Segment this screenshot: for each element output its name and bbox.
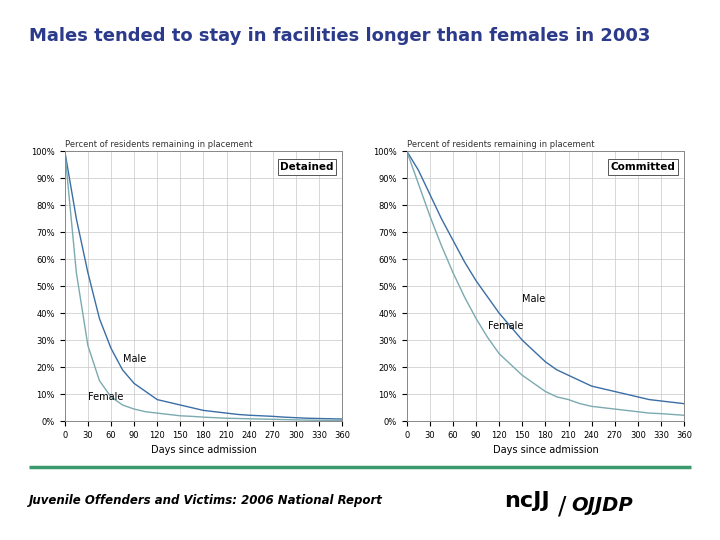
Text: Percent of residents remaining in placement: Percent of residents remaining in placem…: [407, 140, 594, 149]
X-axis label: Days since admission: Days since admission: [492, 446, 598, 455]
Text: Detained: Detained: [280, 162, 333, 172]
Text: /: /: [558, 494, 567, 518]
Text: Female: Female: [487, 321, 523, 332]
Text: Males tended to stay in facilities longer than females in 2003: Males tended to stay in facilities longe…: [29, 27, 650, 45]
Text: Female: Female: [88, 392, 123, 402]
Text: Male: Male: [522, 294, 546, 305]
Text: ncJJ: ncJJ: [504, 491, 549, 511]
Text: OJJDP: OJJDP: [571, 496, 633, 515]
X-axis label: Days since admission: Days since admission: [150, 446, 256, 455]
Text: Committed: Committed: [611, 162, 675, 172]
Text: Juvenile Offenders and Victims: 2006 National Report: Juvenile Offenders and Victims: 2006 Nat…: [29, 494, 382, 507]
Text: Percent of residents remaining in placement: Percent of residents remaining in placem…: [65, 140, 252, 149]
Text: Male: Male: [122, 354, 145, 364]
